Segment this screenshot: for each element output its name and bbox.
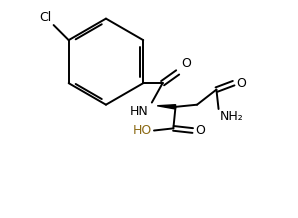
Text: O: O bbox=[236, 77, 246, 90]
Polygon shape bbox=[157, 105, 176, 109]
Text: NH₂: NH₂ bbox=[220, 110, 243, 123]
Text: O: O bbox=[195, 124, 205, 137]
Text: Cl: Cl bbox=[39, 11, 52, 24]
Text: HN: HN bbox=[130, 105, 149, 118]
Text: O: O bbox=[181, 57, 191, 70]
Text: HO: HO bbox=[133, 124, 152, 137]
